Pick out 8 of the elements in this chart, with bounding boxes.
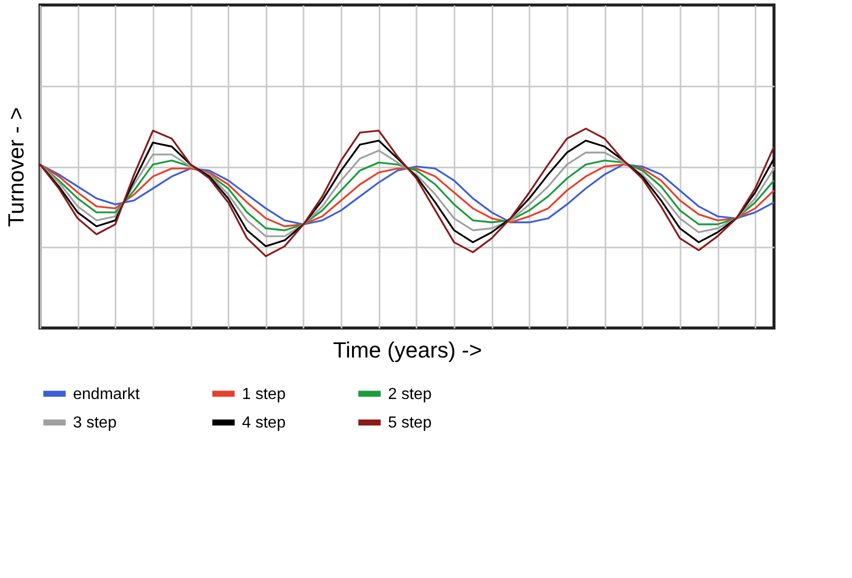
y-axis-title: Turnover - > [4,107,28,227]
legend-label: 3 step [73,414,117,432]
x-axis-title: Time (years) -> [333,338,482,362]
legend-label: 1 step [242,386,286,403]
legend-label: 2 step [388,386,432,403]
legend-label: endmarkt [73,386,140,403]
legend-label: 5 step [388,414,432,432]
legend-label: 4 step [242,414,286,432]
